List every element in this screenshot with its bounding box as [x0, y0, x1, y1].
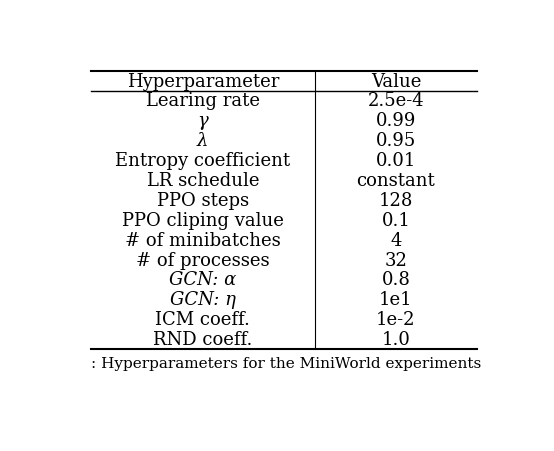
- Text: constant: constant: [357, 172, 435, 189]
- Text: GCN: η: GCN: η: [170, 291, 235, 308]
- Text: 1.0: 1.0: [382, 331, 411, 348]
- Text: 0.99: 0.99: [376, 112, 416, 130]
- Text: RND coeff.: RND coeff.: [153, 331, 253, 348]
- Text: 1e-2: 1e-2: [376, 311, 416, 328]
- Text: PPO steps: PPO steps: [157, 192, 249, 209]
- Text: Learing rate: Learing rate: [146, 92, 260, 110]
- Text: 0.1: 0.1: [382, 212, 411, 229]
- Text: 0.95: 0.95: [376, 132, 416, 150]
- Text: # of minibatches: # of minibatches: [125, 231, 281, 249]
- Text: 128: 128: [379, 192, 413, 209]
- Text: Entropy coefficient: Entropy coefficient: [115, 152, 290, 170]
- Text: # of processes: # of processes: [136, 251, 270, 269]
- Text: 4: 4: [391, 231, 402, 249]
- Text: Hyperparameter: Hyperparameter: [127, 73, 279, 90]
- Text: Value: Value: [371, 73, 421, 90]
- Text: : Hyperparameters for the MiniWorld experiments: : Hyperparameters for the MiniWorld expe…: [91, 356, 481, 370]
- Text: 2.5e-4: 2.5e-4: [368, 92, 424, 110]
- Text: 1e1: 1e1: [379, 291, 413, 308]
- Text: ICM coeff.: ICM coeff.: [155, 311, 250, 328]
- Text: λ: λ: [197, 132, 208, 150]
- Text: 0.01: 0.01: [376, 152, 416, 170]
- Text: γ: γ: [197, 112, 208, 130]
- Text: GCN: α: GCN: α: [169, 271, 237, 289]
- Text: 32: 32: [384, 251, 407, 269]
- Text: PPO cliping value: PPO cliping value: [122, 212, 284, 229]
- Text: 0.8: 0.8: [382, 271, 411, 289]
- Text: LR schedule: LR schedule: [146, 172, 259, 189]
